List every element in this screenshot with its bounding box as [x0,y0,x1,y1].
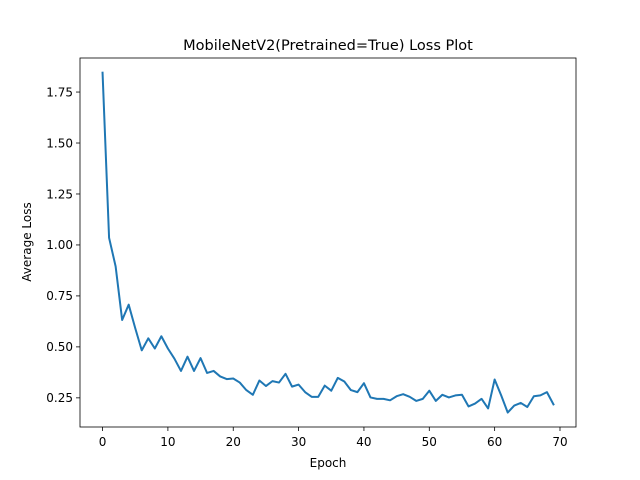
y-axis: 0.25 0.50 0.75 1.00 1.25 1.50 1.75 [46,85,80,405]
series-line-0 [101,71,555,414]
x-axis-label: Epoch [310,456,347,470]
y-tick-label: 1.50 [46,136,73,150]
y-tick-label: 1.00 [46,238,73,252]
x-tick-label: 0 [99,435,107,449]
y-tick-label: 0.75 [46,289,73,303]
y-tick-label: 1.75 [46,85,73,99]
x-axis: 0 10 20 30 40 50 60 70 [99,427,568,449]
x-tick-label: 20 [226,435,241,449]
y-tick-label: 0.25 [46,391,73,405]
y-axis-label: Average Loss [20,202,34,281]
x-tick-label: 50 [422,435,437,449]
plot-area [79,57,577,428]
x-tick-label: 30 [291,435,306,449]
x-tick-label: 40 [356,435,371,449]
x-tick-label: 10 [160,435,175,449]
x-tick-label: 60 [487,435,502,449]
x-tick-label: 70 [552,435,567,449]
y-tick-label: 1.25 [46,187,73,201]
chart-title: MobileNetV2(Pretrained=True) Loss Plot [183,38,473,54]
y-tick-label: 0.50 [46,340,73,354]
axes-frame [79,57,577,428]
